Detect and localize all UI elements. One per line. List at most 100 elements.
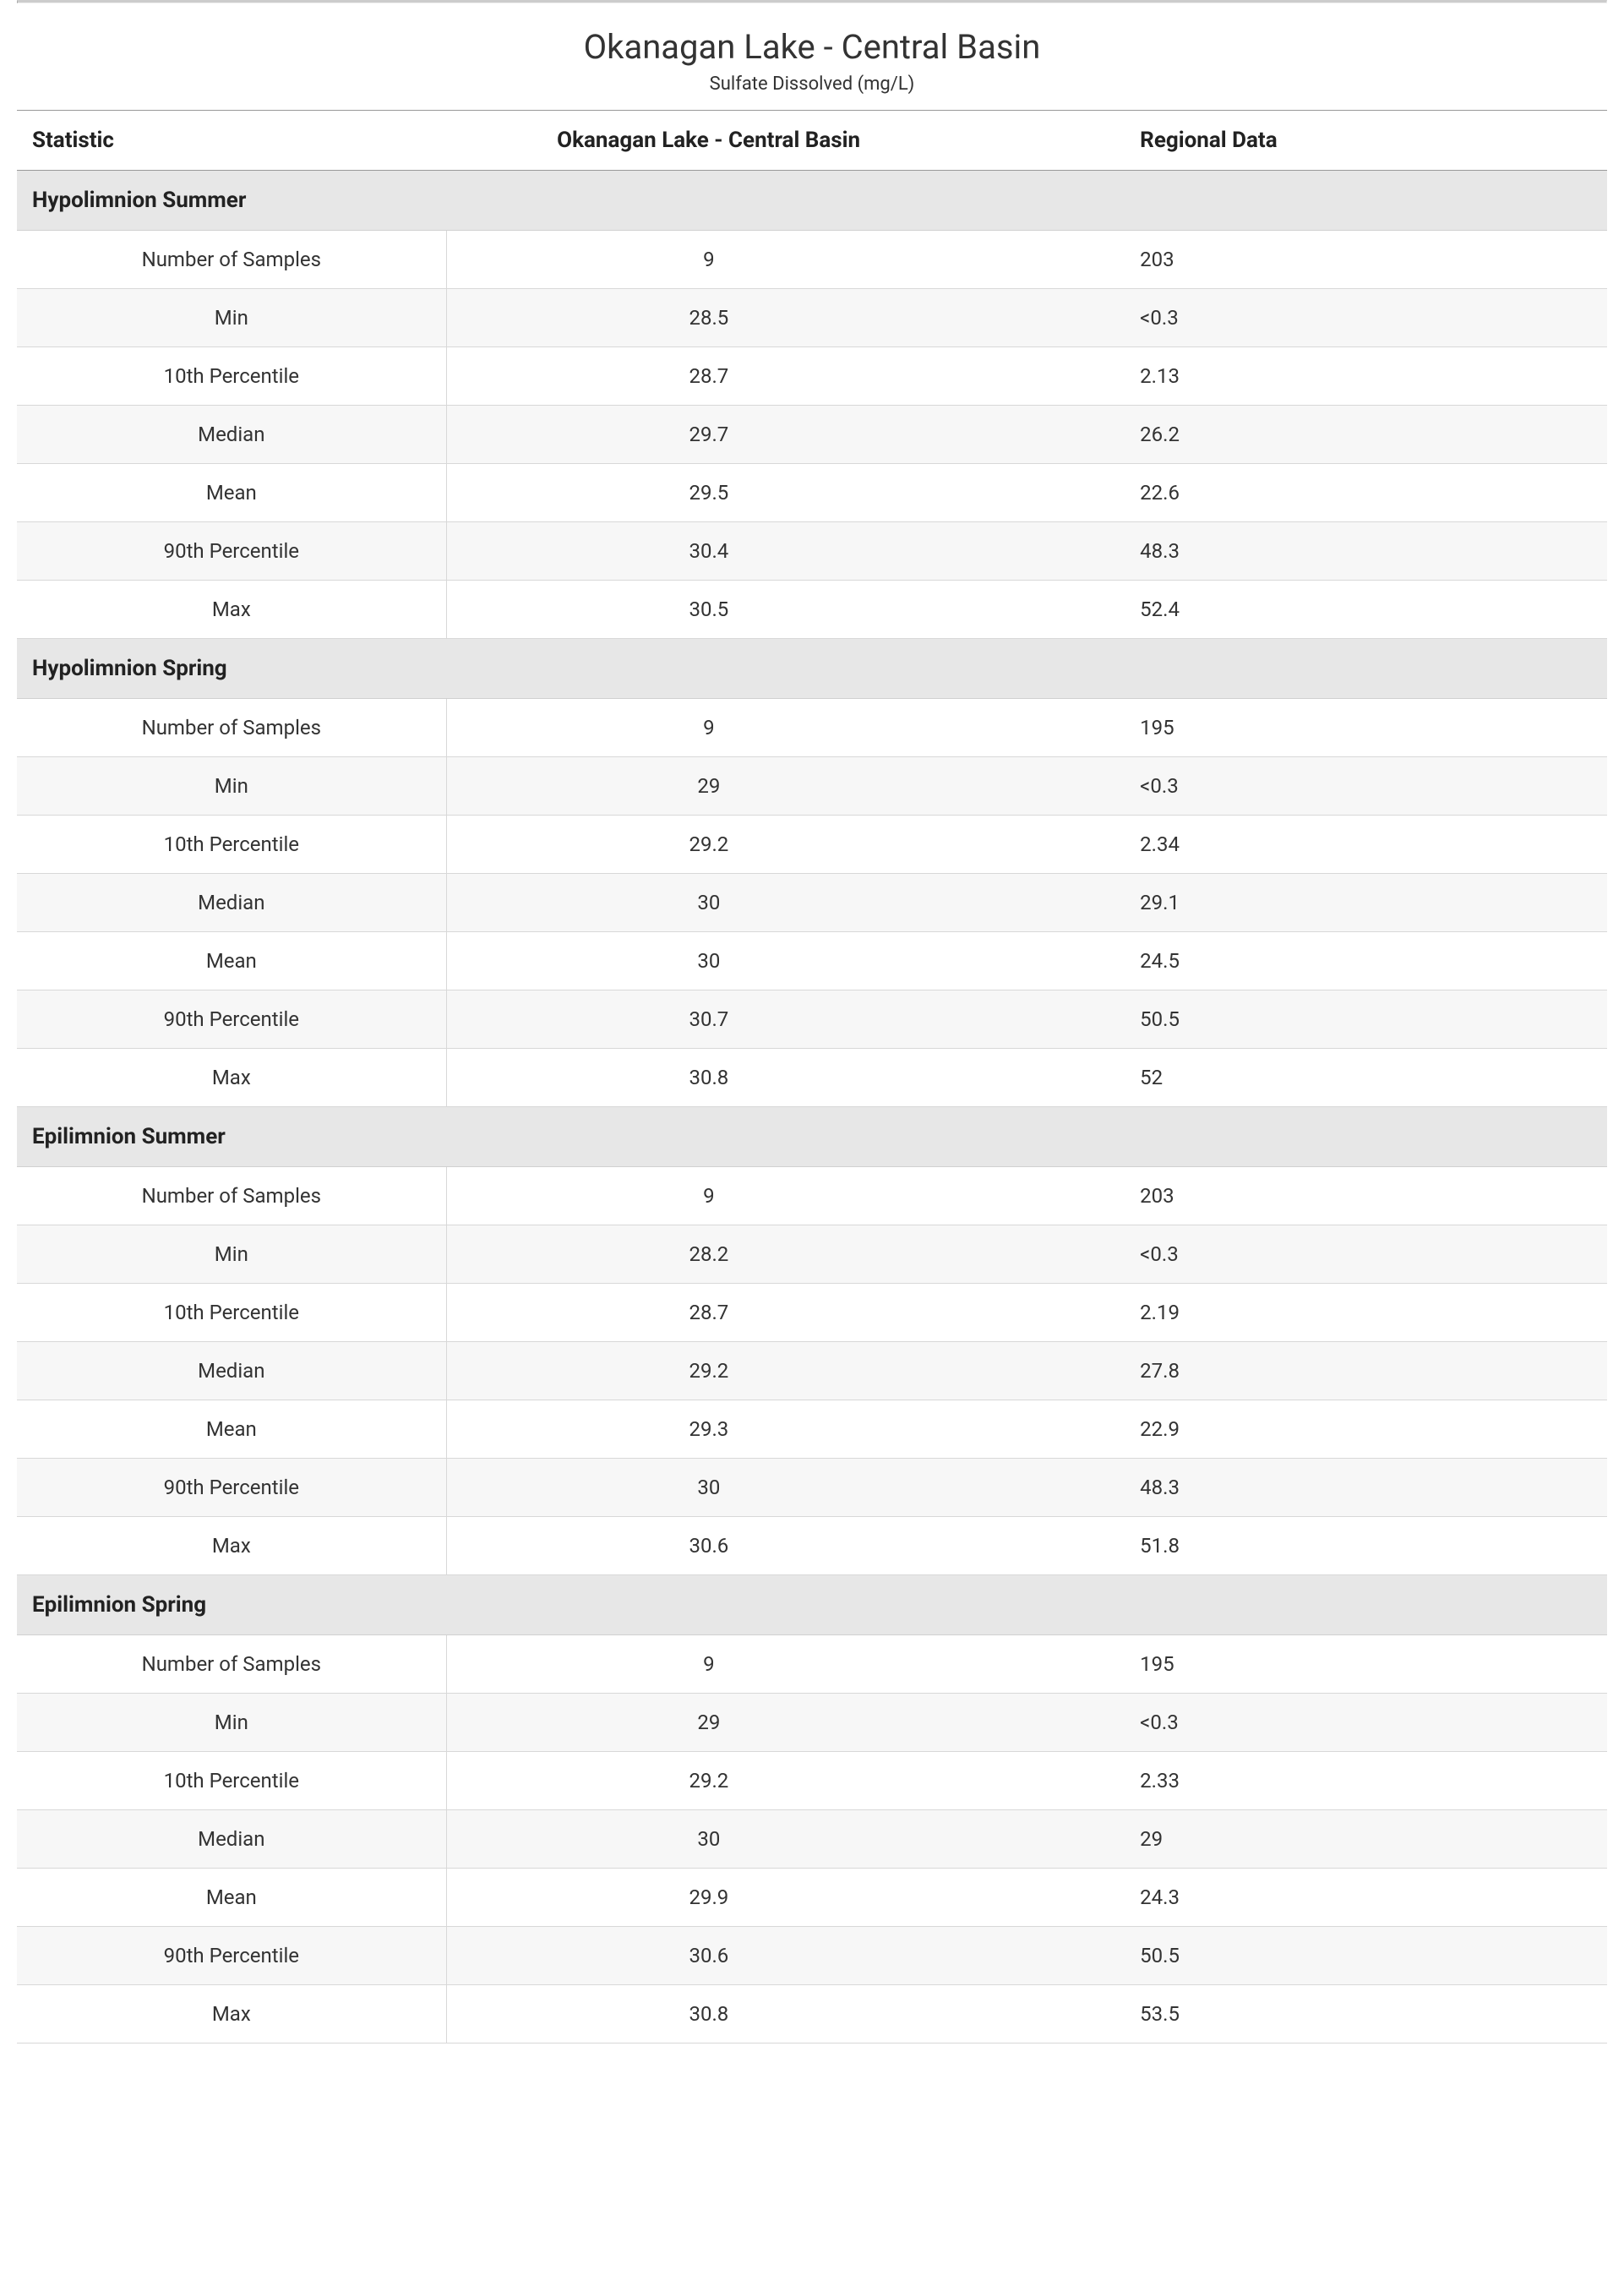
regional-value: 51.8 (971, 1517, 1607, 1575)
site-value: 30 (446, 932, 971, 990)
table-row: 10th Percentile29.22.33 (17, 1752, 1607, 1810)
regional-value: 48.3 (971, 1459, 1607, 1517)
site-value: 28.5 (446, 289, 971, 347)
section-header-label: Epilimnion Spring (17, 1575, 1607, 1635)
stat-label: Max (17, 1049, 446, 1107)
stat-label: Max (17, 1985, 446, 2044)
regional-value: 27.8 (971, 1342, 1607, 1400)
stat-label: Median (17, 1342, 446, 1400)
site-value: 9 (446, 1167, 971, 1225)
stat-label: Mean (17, 932, 446, 990)
col-header-regional: Regional Data (971, 111, 1607, 171)
regional-value: 2.34 (971, 816, 1607, 874)
site-value: 28.7 (446, 1284, 971, 1342)
site-value: 9 (446, 699, 971, 757)
regional-value: 52 (971, 1049, 1607, 1107)
site-value: 30 (446, 1810, 971, 1869)
section-header-label: Epilimnion Summer (17, 1107, 1607, 1167)
table-row: Median29.726.2 (17, 406, 1607, 464)
regional-value: 22.6 (971, 464, 1607, 522)
site-value: 29.7 (446, 406, 971, 464)
section-header-row: Epilimnion Summer (17, 1107, 1607, 1167)
stat-label: Min (17, 1225, 446, 1284)
stat-label: 90th Percentile (17, 1459, 446, 1517)
table-row: Min29<0.3 (17, 757, 1607, 816)
col-header-site: Okanagan Lake - Central Basin (446, 111, 971, 171)
regional-value: <0.3 (971, 757, 1607, 816)
stat-label: Number of Samples (17, 231, 446, 289)
table-row: 10th Percentile28.72.19 (17, 1284, 1607, 1342)
regional-value: 195 (971, 1635, 1607, 1694)
table-row: Median3029.1 (17, 874, 1607, 932)
regional-value: <0.3 (971, 1694, 1607, 1752)
stat-label: Number of Samples (17, 699, 446, 757)
stat-label: Number of Samples (17, 1167, 446, 1225)
top-rule (17, 0, 1607, 3)
stat-label: Mean (17, 1869, 446, 1927)
site-value: 29.2 (446, 1342, 971, 1400)
regional-value: 2.33 (971, 1752, 1607, 1810)
regional-value: 29 (971, 1810, 1607, 1869)
section-header-row: Hypolimnion Summer (17, 171, 1607, 231)
section-header-label: Hypolimnion Summer (17, 171, 1607, 231)
site-value: 30.8 (446, 1049, 971, 1107)
table-row: Median29.227.8 (17, 1342, 1607, 1400)
table-row: Number of Samples9195 (17, 1635, 1607, 1694)
table-row: Number of Samples9203 (17, 231, 1607, 289)
site-value: 30.8 (446, 1985, 971, 2044)
table-row: 10th Percentile29.22.34 (17, 816, 1607, 874)
regional-value: 48.3 (971, 522, 1607, 581)
site-value: 30.4 (446, 522, 971, 581)
table-row: Min29<0.3 (17, 1694, 1607, 1752)
section-header-label: Hypolimnion Spring (17, 639, 1607, 699)
stats-table: Statistic Okanagan Lake - Central Basin … (17, 110, 1607, 2044)
stat-label: Mean (17, 1400, 446, 1459)
table-row: Number of Samples9203 (17, 1167, 1607, 1225)
table-row: Max30.651.8 (17, 1517, 1607, 1575)
regional-value: 195 (971, 699, 1607, 757)
table-row: Min28.2<0.3 (17, 1225, 1607, 1284)
site-value: 29.2 (446, 816, 971, 874)
table-row: Median3029 (17, 1810, 1607, 1869)
table-row: 90th Percentile3048.3 (17, 1459, 1607, 1517)
stat-label: Median (17, 406, 446, 464)
stat-label: Median (17, 1810, 446, 1869)
regional-value: <0.3 (971, 289, 1607, 347)
table-row: Mean3024.5 (17, 932, 1607, 990)
table-row: 90th Percentile30.750.5 (17, 990, 1607, 1049)
site-value: 30.5 (446, 581, 971, 639)
regional-value: <0.3 (971, 1225, 1607, 1284)
stat-label: 90th Percentile (17, 1927, 446, 1985)
table-row: 10th Percentile28.72.13 (17, 347, 1607, 406)
regional-value: 22.9 (971, 1400, 1607, 1459)
site-value: 29.3 (446, 1400, 971, 1459)
stat-label: Min (17, 289, 446, 347)
stat-label: Max (17, 1517, 446, 1575)
stat-label: 10th Percentile (17, 816, 446, 874)
regional-value: 50.5 (971, 1927, 1607, 1985)
regional-value: 203 (971, 1167, 1607, 1225)
site-value: 28.7 (446, 347, 971, 406)
section-header-row: Epilimnion Spring (17, 1575, 1607, 1635)
table-row: Mean29.924.3 (17, 1869, 1607, 1927)
table-row: Min28.5<0.3 (17, 289, 1607, 347)
regional-value: 50.5 (971, 990, 1607, 1049)
stat-label: Mean (17, 464, 446, 522)
regional-value: 52.4 (971, 581, 1607, 639)
section-header-row: Hypolimnion Spring (17, 639, 1607, 699)
stat-label: 10th Percentile (17, 347, 446, 406)
stat-label: Number of Samples (17, 1635, 446, 1694)
site-value: 30.7 (446, 990, 971, 1049)
stat-label: 10th Percentile (17, 1284, 446, 1342)
stat-label: 10th Percentile (17, 1752, 446, 1810)
stat-label: 90th Percentile (17, 990, 446, 1049)
site-value: 29 (446, 757, 971, 816)
regional-value: 24.3 (971, 1869, 1607, 1927)
regional-value: 2.19 (971, 1284, 1607, 1342)
stat-label: Min (17, 757, 446, 816)
table-header-row: Statistic Okanagan Lake - Central Basin … (17, 111, 1607, 171)
col-header-statistic: Statistic (17, 111, 446, 171)
stat-label: Min (17, 1694, 446, 1752)
table-row: Max30.552.4 (17, 581, 1607, 639)
stat-label: 90th Percentile (17, 522, 446, 581)
